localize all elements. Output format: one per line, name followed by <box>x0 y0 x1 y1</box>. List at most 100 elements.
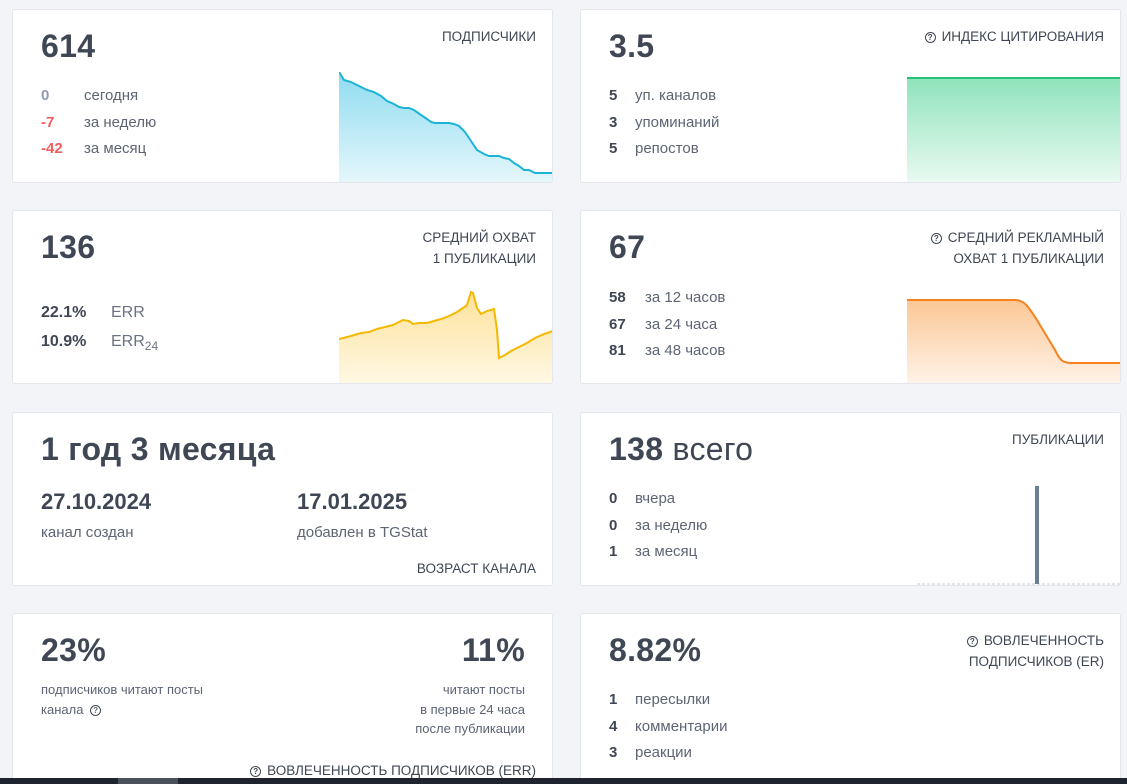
created-date: 27.10.2024 <box>41 489 152 514</box>
pub-yesterday-label: вчера <box>635 490 676 507</box>
er-row-reactions: 3 реакции <box>609 740 727 767</box>
subscribers-label: ПОДПИСЧИКИ <box>441 29 536 44</box>
er-label-line1: ВОВЛЕЧЕННОСТЬ <box>983 633 1104 648</box>
er-forwards-value: 1 <box>609 691 618 708</box>
err-right-text-line1: читают посты <box>442 682 525 697</box>
ad-48h-label: за 48 часов <box>645 342 726 359</box>
question-circle-icon[interactable]: ? <box>930 233 942 244</box>
err-left-text-line2: канала <box>41 701 84 717</box>
pub-week-label: за неделю <box>635 516 708 534</box>
err-label-text: ВОВЛЕЧЕННОСТЬ ПОДПИСЧИКОВ (ERR) <box>267 763 536 778</box>
er-reactions-value: 3 <box>609 744 618 761</box>
stat-week-value: -7 <box>41 113 55 131</box>
stat-row-channels: 5 уп. каналов <box>609 83 719 110</box>
pub-row-week: 0 за неделю <box>609 513 707 540</box>
pub-month-value: 1 <box>609 543 618 560</box>
created-label: канал создан <box>41 524 134 541</box>
publications-suffix: всего <box>672 431 754 467</box>
reach-sparkline <box>339 290 552 383</box>
stat-row-month: -42 за месяц <box>41 136 156 163</box>
stat-month-label: за месяц <box>84 140 147 157</box>
publications-stats: 0 вчера 0 за неделю 1 за месяц <box>609 486 707 566</box>
err-label: ERR <box>111 304 145 321</box>
pub-row-yesterday: 0 вчера <box>609 486 707 513</box>
ad-row-12h: 58 за 12 часов <box>609 285 725 312</box>
err-right-text: читают посты в первые 24 часа после публ… <box>415 680 525 739</box>
err-right-text-line2: в первые 24 часа <box>420 701 525 717</box>
subscribers-line <box>339 72 552 174</box>
reach-card[interactable]: 136 СРЕДНИЙ ОХВАТ 1 ПУБЛИКАЦИИ 22.1% ERR … <box>12 210 553 384</box>
subscribers-sparkline <box>339 72 552 182</box>
stat-row-week: -7 за неделю <box>41 110 156 137</box>
question-circle-icon[interactable]: ? <box>924 32 936 43</box>
ad-reach-label: ? СРЕДНИЙ РЕКЛАМНЫЙ ОХВАТ 1 ПУБЛИКАЦИИ <box>930 227 1104 269</box>
err-left-text: подписчиков читают посты канала ? <box>41 680 203 719</box>
err-right-text-line3: после публикации <box>415 721 525 736</box>
er-comments-label: комментарии <box>635 717 728 735</box>
err-left-text-line1: подписчиков читают посты <box>41 682 204 697</box>
err-label: ? ВОВЛЕЧЕННОСТЬ ПОДПИСЧИКОВ (ERR) <box>250 760 536 781</box>
ad-reach-value: 67 <box>609 229 646 265</box>
stat-today-value: 0 <box>41 87 50 104</box>
ad-24h-value: 67 <box>609 315 626 333</box>
stat-reposts-label: репостов <box>635 140 699 157</box>
pub-row-month: 1 за месяц <box>609 539 707 566</box>
er-label-line2: ПОДПИСЧИКОВ (ER) <box>968 654 1104 669</box>
citation-label-text: ИНДЕКС ЦИТИРОВАНИЯ <box>941 29 1104 44</box>
question-circle-icon[interactable]: ? <box>966 636 978 647</box>
err-card[interactable]: 23% подписчиков читают посты канала ? 11… <box>12 613 553 784</box>
err-row: 22.1% ERR <box>41 298 158 327</box>
citation-index-value: 3.5 <box>609 28 655 64</box>
ad-reach-card[interactable]: 67 ? СРЕДНИЙ РЕКЛАМНЫЙ ОХВАТ 1 ПУБЛИКАЦИИ… <box>580 210 1121 384</box>
er-comments-value: 4 <box>609 717 618 735</box>
stat-row-mentions: 3 упоминаний <box>609 110 719 137</box>
err-right-value: 11% <box>461 632 525 668</box>
subscribers-count: 614 <box>41 28 96 64</box>
er-forwards-label: пересылки <box>635 691 711 708</box>
stat-row-today: 0 сегодня <box>41 83 156 110</box>
stat-week-label: за неделю <box>84 113 157 131</box>
stat-mentions-label: упоминаний <box>635 113 720 131</box>
err24-row: 10.9% ERR24 <box>41 327 158 356</box>
subscribers-stats: 0 сегодня -7 за неделю -42 за месяц <box>41 83 156 163</box>
subscribers-card[interactable]: 614 ПОДПИСЧИКИ 0 сегодня -7 за неделю -42 з… <box>12 9 553 183</box>
citation-card[interactable]: 3.5 ? ИНДЕКС ЦИТИРОВАНИЯ 5 уп. каналов 3 уп… <box>580 9 1121 183</box>
pub-yesterday-value: 0 <box>609 490 618 507</box>
stat-today-label: сегодня <box>84 87 139 104</box>
ad-12h-value: 58 <box>609 289 626 306</box>
channel-age-label: ВОЗРАСТ КАНАЛА <box>416 561 536 576</box>
ad-reach-label-line2: ОХВАТ 1 ПУБЛИКАЦИИ <box>953 251 1104 266</box>
question-circle-icon[interactable]: ? <box>250 766 262 777</box>
publications-bar-chart <box>917 486 1120 585</box>
horizontal-scrollbar[interactable] <box>0 778 1127 784</box>
reach-err-stats: 22.1% ERR 10.9% ERR24 <box>41 298 158 356</box>
er-reactions-label: реакции <box>635 744 692 761</box>
stat-channels-value: 5 <box>609 87 618 104</box>
ad-48h-value: 81 <box>609 342 626 359</box>
er-value: 8.82% <box>609 632 702 668</box>
ad-reach-label-line1: СРЕДНИЙ РЕКЛАМНЫЙ <box>947 230 1104 245</box>
pub-month-label: за месяц <box>635 543 698 560</box>
ad-12h-label: за 12 часов <box>645 289 726 306</box>
citation-sparkline <box>907 77 1120 182</box>
er-label: ? ВОВЛЕЧЕННОСТЬ ПОДПИСЧИКОВ (ER) <box>966 630 1104 672</box>
question-circle-icon[interactable]: ? <box>90 704 102 716</box>
ad-reach-stats: 58 за 12 часов 67 за 24 часа 81 за 48 часов <box>609 285 725 365</box>
err-left-value: 23% <box>41 632 106 668</box>
reach-line <box>339 290 552 360</box>
err24-label: ERR24 <box>111 333 159 354</box>
citation-stats: 5 уп. каналов 3 упоминаний 5 репостов <box>609 83 719 163</box>
err24-value: 10.9% <box>41 333 87 350</box>
publications-card[interactable]: 138 всего ПУБЛИКАЦИИ 0 вчера 0 за неделю 1… <box>580 412 1121 586</box>
stat-month-value: -42 <box>41 140 63 157</box>
er-stats: 1 пересылки 4 комментарии 3 реакции <box>609 687 727 767</box>
reach-value: 136 <box>41 229 96 265</box>
reach-label-line2: 1 ПУБЛИКАЦИИ <box>432 251 536 266</box>
publications-label: ПУБЛИКАЦИИ <box>1012 432 1104 447</box>
reach-label-line1: СРЕДНИЙ ОХВАТ <box>422 230 536 245</box>
channel-age-card[interactable]: 1 год 3 месяца 27.10.2024 канал создан 1… <box>12 412 553 586</box>
ad-24h-label: за 24 часа <box>645 315 718 333</box>
publications-total: 138 всего <box>609 431 753 468</box>
scrollbar-thumb[interactable] <box>118 778 178 784</box>
